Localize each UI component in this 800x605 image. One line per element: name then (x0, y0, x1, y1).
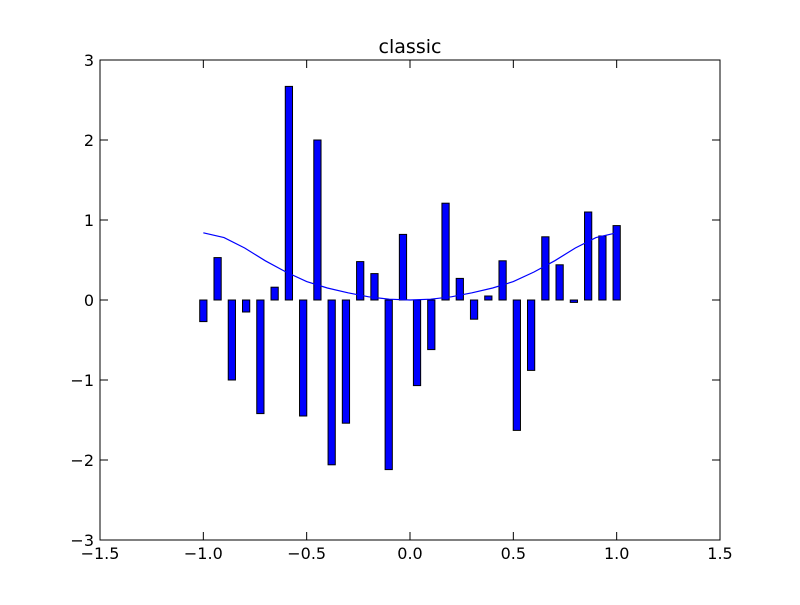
bar (356, 261, 365, 301)
bar (398, 233, 408, 301)
bar (427, 299, 436, 351)
x-tick-label: 1.0 (604, 544, 629, 563)
bar (484, 295, 493, 301)
bar (526, 299, 536, 371)
bar (598, 235, 607, 301)
bar (512, 299, 521, 431)
bar (327, 299, 336, 466)
bar (241, 299, 251, 313)
bar (341, 299, 351, 424)
x-tick-label: 1.5 (707, 544, 732, 563)
line-layer (203, 232, 617, 301)
series-line (203, 232, 617, 301)
bars-layer (199, 85, 621, 471)
chart-title: classic (379, 36, 442, 58)
x-tick-label: −0.5 (287, 544, 326, 563)
y-tick-label: 0 (84, 291, 94, 310)
bar (412, 299, 422, 387)
bar (441, 202, 450, 301)
bar (299, 299, 308, 417)
bar (584, 211, 593, 301)
bar (256, 299, 265, 415)
y-tick-label: −3 (70, 531, 94, 550)
bar (370, 273, 379, 301)
ticks-layer: −1.5 −1.0 −0.5 0.0 0.5 1.0 1.5 −3 −2 −1 0 1 2 3 (70, 51, 732, 563)
bar (469, 299, 479, 320)
bar (384, 299, 393, 471)
bar (270, 286, 279, 301)
bar (455, 277, 464, 301)
bar (284, 85, 294, 301)
bar (313, 139, 322, 301)
x-tick-label: −1.5 (81, 544, 120, 563)
bar (541, 236, 550, 301)
bar (555, 264, 564, 301)
y-tick-label: 2 (84, 131, 94, 150)
bar (498, 260, 507, 301)
y-tick-label: 3 (84, 51, 94, 70)
y-tick-label: −1 (70, 371, 94, 390)
y-tick-label: −2 (70, 451, 94, 470)
x-tick-label: −1.0 (184, 544, 223, 563)
bar (569, 299, 579, 303)
bar (227, 299, 236, 381)
bar (612, 225, 621, 301)
y-tick-label: 1 (84, 211, 94, 230)
bar (199, 299, 208, 323)
x-tick-label: 0.0 (397, 544, 422, 563)
x-tick-label: 0.5 (501, 544, 526, 563)
bar (213, 257, 222, 301)
